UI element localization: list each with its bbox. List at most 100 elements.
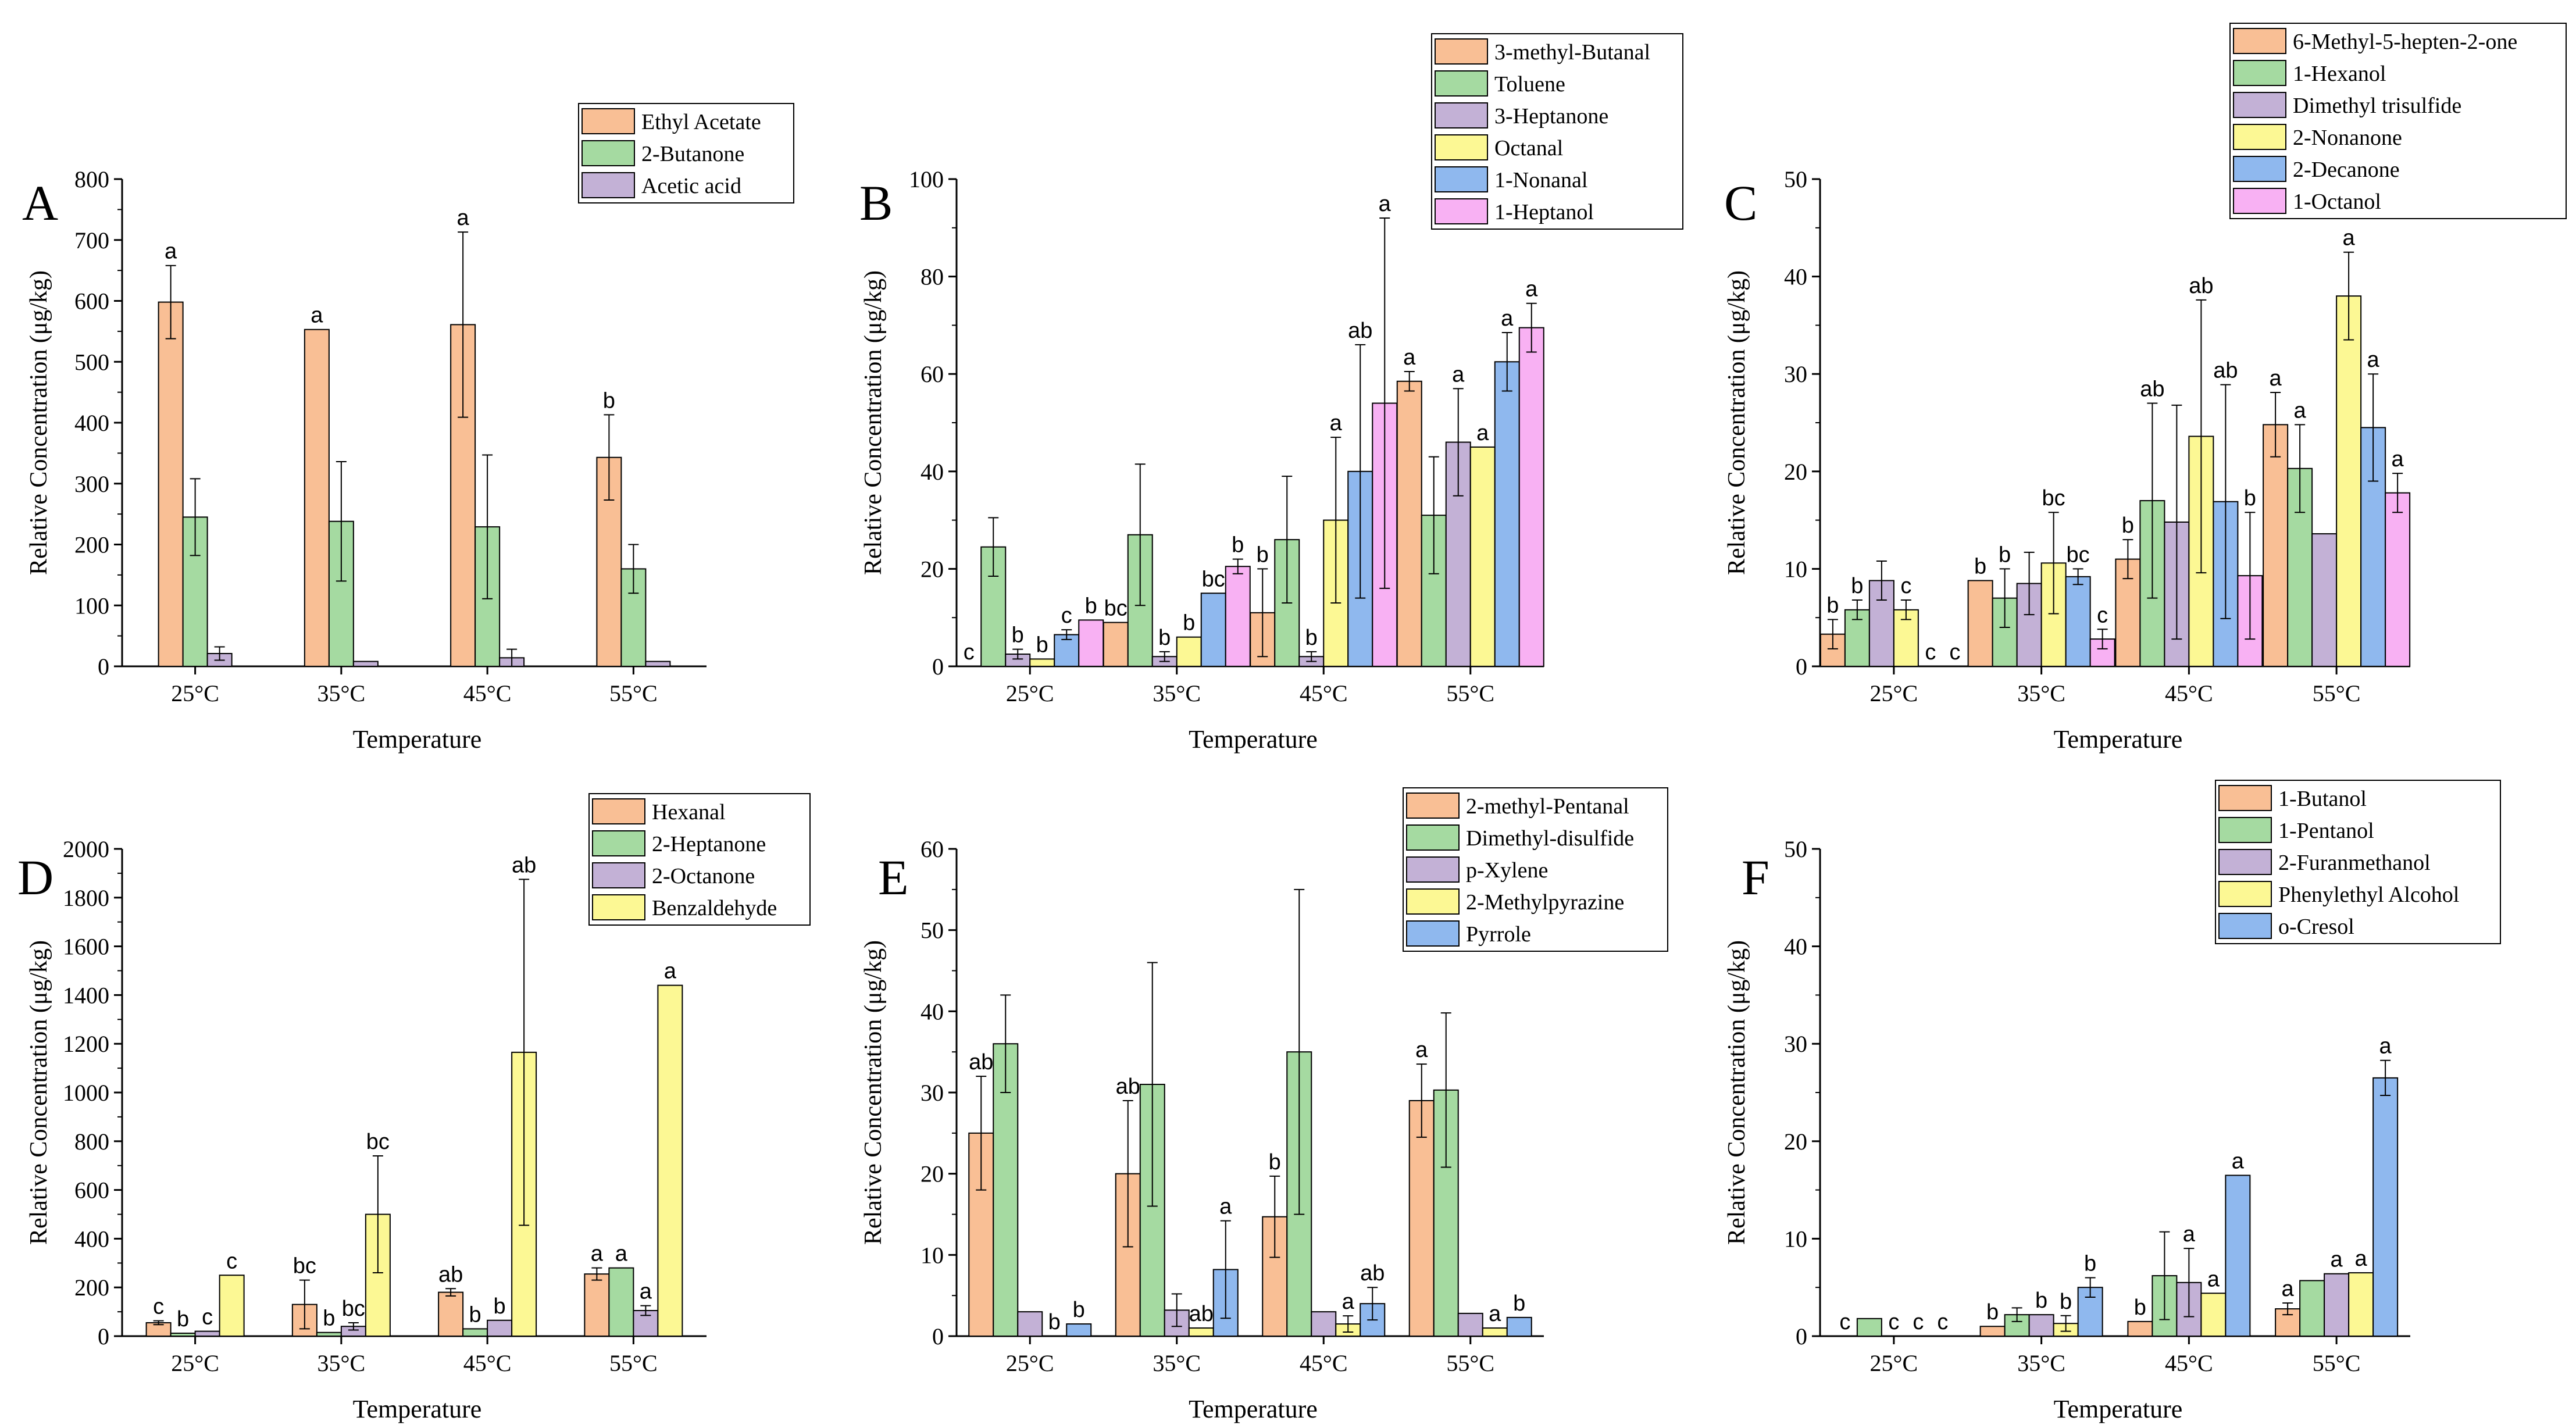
significance-label: b xyxy=(1073,1298,1085,1322)
y-tick-label: 2000 xyxy=(63,836,109,862)
x-tick-label: 35°C xyxy=(2017,680,2065,706)
x-tick-label: 45°C xyxy=(463,680,512,706)
significance-label: c xyxy=(153,1295,164,1319)
legend-swatch xyxy=(1406,792,1460,819)
significance-label: ab xyxy=(512,853,536,877)
legend-label: 2-Furanmethanol xyxy=(2278,851,2431,875)
legend-label: 1-Hexanol xyxy=(2293,62,2386,86)
significance-label: a xyxy=(591,1242,604,1266)
bar xyxy=(1506,1316,1532,1337)
chart-panel-f: F 0 10 20 30 40 50 25°C 35°C 45°C 55°C Temperature R… xyxy=(1724,780,2501,1423)
bar xyxy=(316,1331,342,1337)
legend-box xyxy=(2229,23,2567,219)
significance-label: b xyxy=(1085,594,1097,618)
legend-swatch xyxy=(2218,881,2272,907)
legend-swatch xyxy=(592,894,645,920)
x-tick-label: 55°C xyxy=(609,1350,658,1376)
significance-label: a xyxy=(1379,192,1392,216)
significance-label: c xyxy=(1061,604,1072,628)
y-tick-label: 0 xyxy=(932,654,944,680)
legend-label: Octanal xyxy=(1494,136,1563,160)
legend-swatch xyxy=(581,108,635,134)
significance-label: a xyxy=(2207,1267,2220,1291)
significance-label: bc xyxy=(2067,542,2090,567)
x-tick-label: 35°C xyxy=(1153,1350,1201,1376)
significance-label: bc xyxy=(293,1254,316,1279)
significance-label: a xyxy=(1415,1038,1428,1062)
legend-label: Acetic acid xyxy=(641,174,741,198)
y-tick-label: 400 xyxy=(74,1226,109,1252)
significance-label: bc xyxy=(1104,597,1128,621)
x-tick-label: 55°C xyxy=(1446,1350,1494,1376)
bar xyxy=(2127,1320,2153,1337)
significance-label: ab xyxy=(2213,359,2238,383)
legend-label: 1-Butanol xyxy=(2278,787,2367,811)
legend-label: Phenylethyl Alcohol xyxy=(2278,883,2459,907)
legend-swatch xyxy=(2218,849,2272,875)
x-tick-label: 45°C xyxy=(1300,1350,1348,1376)
legend-label: Pyrrole xyxy=(1466,922,1531,947)
x-tick-label: 55°C xyxy=(2313,1350,2361,1376)
bar xyxy=(1103,622,1129,667)
x-tick-label: 25°C xyxy=(171,680,219,706)
bar xyxy=(645,661,671,667)
legend: 6-Methyl-5-hepten-2-one 1-Hexanol Dimethyl… xyxy=(2229,23,2567,219)
bar xyxy=(2065,576,2091,667)
bar xyxy=(2348,1272,2374,1337)
legend-label: Hexanal xyxy=(652,800,726,824)
x-axis-label: Temperature xyxy=(2054,725,2183,754)
x-tick-label: 45°C xyxy=(2165,680,2213,706)
significance-label: a xyxy=(1342,1290,1355,1314)
legend: Ethyl Acetate 2-Butanone Acetic acid xyxy=(578,103,794,204)
legend-swatch xyxy=(2218,817,2272,843)
y-tick-label: 100 xyxy=(74,592,109,619)
panel-letter: D xyxy=(17,849,53,905)
bar xyxy=(2263,424,2289,667)
x-tick-label: 25°C xyxy=(171,1350,219,1376)
significance-label: ab xyxy=(1116,1074,1140,1099)
significance-label: b xyxy=(494,1294,506,1319)
bar xyxy=(2385,492,2411,667)
y-tick-label: 20 xyxy=(1784,1129,1807,1155)
significance-label: b xyxy=(1305,626,1318,650)
y-tick-label: 30 xyxy=(920,1080,944,1106)
y-tick-label: 800 xyxy=(74,1129,109,1155)
significance-label: a xyxy=(2183,1222,2196,1247)
x-tick-label: 25°C xyxy=(1006,680,1054,706)
bar xyxy=(304,329,330,667)
legend-label: 1-Octanol xyxy=(2293,190,2381,214)
legend-swatch xyxy=(2218,785,2272,811)
bar xyxy=(1482,1327,1508,1337)
significance-label: b xyxy=(1012,623,1024,648)
legend-label: 2-Methylpyrazine xyxy=(1466,890,1624,915)
significance-label: b xyxy=(323,1306,335,1331)
legend-label: 1-Heptanol xyxy=(1494,200,1594,224)
bar xyxy=(1200,592,1226,667)
bar xyxy=(1979,1326,2006,1337)
x-axis-label: Temperature xyxy=(1189,725,1318,754)
legend-label: Ethyl Acetate xyxy=(641,110,761,134)
significance-label: ab xyxy=(2189,274,2213,298)
legend-swatch xyxy=(1435,166,1488,192)
significance-label: ab xyxy=(1360,1261,1385,1286)
significance-label: a xyxy=(2282,1277,2295,1301)
significance-label: bc xyxy=(366,1130,390,1154)
bar xyxy=(1433,1089,1459,1337)
legend-label: 6-Methyl-5-hepten-2-one xyxy=(2293,30,2517,54)
legend-label: 2-methyl-Pentanal xyxy=(1466,794,1629,819)
legend-label: 3-Heptanone xyxy=(1494,104,1608,128)
y-tick-label: 40 xyxy=(920,459,944,485)
significance-label: b xyxy=(1513,1291,1525,1316)
y-tick-label: 20 xyxy=(1784,459,1807,485)
chart-panel-e: E 0 10 20 30 40 50 60 25°C 35°C 45°C 55°C Temperatur… xyxy=(860,787,1668,1423)
bar xyxy=(194,1330,220,1337)
y-tick-label: 40 xyxy=(1784,934,1807,960)
bar xyxy=(1029,658,1055,667)
chart-panel-c: C 0 10 20 30 40 50 25°C 35°C 45°C 55°C Temperature R… xyxy=(1724,23,2567,754)
y-tick-label: 10 xyxy=(1784,1226,1807,1252)
y-tick-label: 200 xyxy=(74,1275,109,1301)
bar xyxy=(1225,566,1251,667)
legend-label: 1-Nonanal xyxy=(1494,168,1587,192)
significance-label: a xyxy=(2379,1034,2392,1059)
